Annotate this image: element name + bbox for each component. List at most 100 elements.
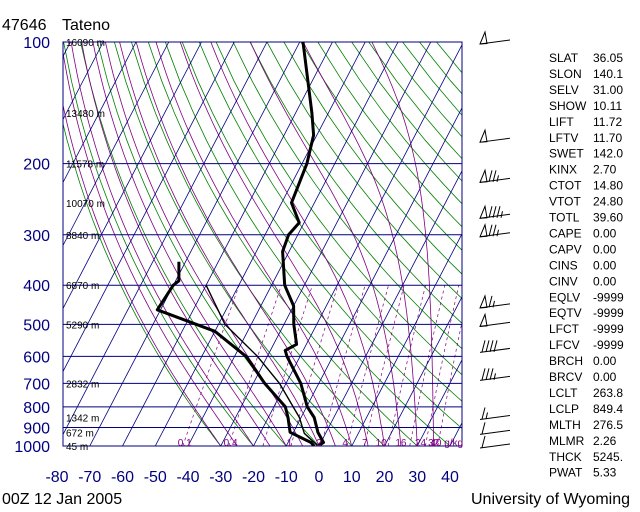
height-label: 5290 m bbox=[66, 320, 99, 331]
wind-barb-half bbox=[485, 412, 488, 420]
dry-adiabat-line bbox=[131, 42, 385, 446]
isotherm-line bbox=[285, 107, 462, 446]
wind-barb bbox=[479, 204, 511, 219]
wind-barb-full bbox=[481, 340, 486, 353]
height-label: 16090 m bbox=[66, 38, 105, 49]
index-value: 5.33 bbox=[593, 466, 617, 480]
stability-indices: SLAT 36.05 SLON 140.1 SELV 31.00 SHOW 10.11 LIFT… bbox=[549, 51, 624, 480]
moist-adiabat-line bbox=[179, 42, 369, 446]
wind-barb bbox=[479, 222, 511, 238]
wind-barb-full bbox=[481, 422, 486, 434]
wind-barb bbox=[479, 168, 511, 183]
moist-adiabat-line bbox=[119, 42, 320, 446]
dry-adiabat-line bbox=[215, 42, 462, 376]
index-value: -9999 bbox=[593, 290, 624, 304]
moist-adiabat-line bbox=[135, 42, 336, 446]
index-name: EQTV bbox=[549, 306, 582, 320]
isotherm-line bbox=[0, 42, 5, 446]
isotherm-line bbox=[89, 42, 301, 446]
index-value: 0.00 bbox=[593, 258, 617, 272]
plot-grid bbox=[62, 41, 463, 447]
pressure-tick-label: 700 bbox=[23, 376, 50, 393]
wind-barb-pennant bbox=[479, 128, 488, 143]
wind-barb-full bbox=[485, 340, 490, 353]
isotherm-line bbox=[220, 42, 432, 446]
index-value: 0.00 bbox=[593, 370, 617, 384]
wind-barb-half bbox=[496, 175, 499, 182]
wind-barb-half bbox=[496, 229, 499, 237]
mixing-ratio-label: 1 bbox=[287, 438, 293, 449]
index-name: CINV bbox=[549, 274, 578, 288]
index-name: SWET bbox=[549, 147, 584, 161]
index-value: 36.05 bbox=[593, 51, 623, 65]
index-value: 39.60 bbox=[593, 211, 623, 225]
temperature-tick-label: -60 bbox=[111, 469, 134, 486]
dry-adiabat-line bbox=[63, 42, 254, 446]
moist-adiabat-line bbox=[210, 42, 385, 446]
index-value: 31.00 bbox=[593, 83, 623, 97]
wind-barb-half bbox=[492, 300, 495, 308]
wind-barb-pennant bbox=[479, 30, 488, 45]
height-label: 13480 m bbox=[66, 109, 105, 120]
mixing-ratio-label: 0.1 bbox=[178, 438, 192, 449]
wind-barb bbox=[479, 312, 511, 327]
index-value: 2.26 bbox=[593, 434, 617, 448]
temperature-axis: -80 -70 -60 -50 -40 -30 -20 -10 0 10 20 30 40 bbox=[45, 469, 459, 486]
wind-barb bbox=[479, 422, 511, 435]
dry-adiabat-line bbox=[232, 42, 462, 350]
index-name: MLTH bbox=[549, 418, 581, 432]
moist-adiabat-line bbox=[302, 42, 418, 446]
moist-adiabat-line bbox=[92, 42, 287, 446]
dry-adiabat-line bbox=[63, 122, 222, 446]
index-value: 263.8 bbox=[593, 386, 623, 400]
wind-barb-half bbox=[500, 211, 503, 218]
observation-time: 00Z 12 Jan 2005 bbox=[2, 491, 122, 508]
dry-adiabat-line bbox=[147, 42, 418, 446]
index-name: VTOT bbox=[549, 195, 581, 209]
wind-barb bbox=[479, 407, 511, 420]
index-name: SLON bbox=[549, 67, 582, 81]
wind-barb-half bbox=[493, 373, 496, 380]
isotherm-line bbox=[63, 42, 235, 373]
height-label: 2832 m bbox=[66, 379, 99, 390]
wind-barb-full bbox=[485, 368, 490, 380]
source-label: University of Wyoming bbox=[471, 491, 630, 508]
index-value: 2.70 bbox=[593, 163, 617, 177]
isotherm-line bbox=[351, 233, 462, 446]
pressure-tick-label: 300 bbox=[23, 228, 50, 245]
wind-barb-pennant bbox=[479, 168, 488, 183]
index-value: 5245. bbox=[593, 450, 623, 464]
wind-barb-full bbox=[488, 224, 493, 237]
dry-adiabat-line bbox=[181, 42, 462, 429]
isotherm-line bbox=[318, 170, 462, 446]
dry-adiabat-line bbox=[164, 42, 451, 446]
isotherm-line bbox=[122, 42, 333, 446]
index-value: -9999 bbox=[593, 306, 624, 320]
mixing-ratio-label: 16 bbox=[395, 438, 407, 449]
dry-adiabat-line bbox=[97, 42, 320, 446]
pressure-tick-label: 200 bbox=[23, 157, 50, 174]
station-id: 47646 bbox=[2, 17, 47, 34]
index-value: 0.00 bbox=[593, 226, 617, 240]
isotherm-line bbox=[63, 42, 268, 436]
index-value: 10.11 bbox=[593, 99, 622, 113]
moist-adiabat-line bbox=[63, 103, 222, 446]
index-value: 11.70 bbox=[593, 131, 622, 145]
wind-barbs bbox=[479, 30, 511, 449]
height-label: 45 m bbox=[66, 442, 88, 453]
wind-barb-pennant bbox=[479, 294, 488, 309]
wind-barb-full bbox=[492, 224, 497, 237]
index-name: LIFT bbox=[549, 115, 574, 129]
index-name: CAPE bbox=[549, 226, 582, 240]
index-name: KINX bbox=[549, 163, 577, 177]
index-value: 0.00 bbox=[593, 242, 617, 256]
wind-barb-full bbox=[488, 295, 493, 308]
temperature-tick-label: -30 bbox=[209, 469, 232, 486]
wind-barb bbox=[479, 340, 511, 353]
index-value: 142.0 bbox=[593, 147, 623, 161]
index-name: TOTL bbox=[549, 211, 580, 225]
index-value: -9999 bbox=[593, 322, 624, 336]
temperature-tick-label: -10 bbox=[275, 469, 298, 486]
